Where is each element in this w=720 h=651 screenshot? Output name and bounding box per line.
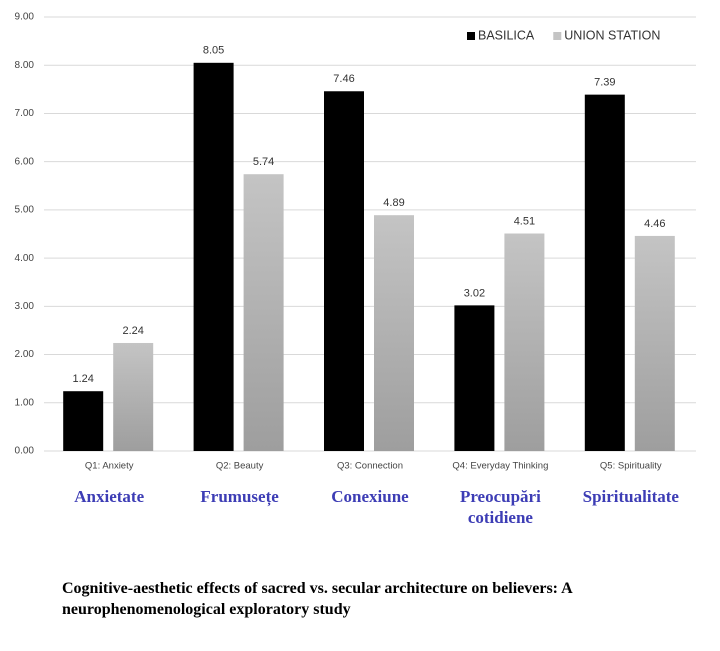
- chart: 0.00 1.00 2.00 3.00 4.00 5.00 6.00 7.00 8.00 9.00…: [15, 12, 696, 472]
- y-tick-label: 0.00: [15, 446, 35, 457]
- data-label: 7.46: [333, 73, 354, 85]
- x-tick-label: Q3: Connection: [337, 461, 403, 472]
- data-label: 7.39: [594, 77, 615, 89]
- data-label: 3.02: [464, 287, 485, 299]
- x-tick-label: Q5: Spirituality: [600, 461, 662, 472]
- legend-label: UNION STATION: [564, 28, 660, 42]
- bar: [193, 62, 234, 452]
- caption: Cognitive-aesthetic effects of sacred vs…: [62, 580, 572, 618]
- category-translation: Conexiune: [331, 487, 409, 506]
- category-translation: Anxietate: [74, 487, 145, 506]
- y-tick-label: 8.00: [15, 60, 35, 71]
- bar: [634, 235, 675, 451]
- y-tick-label: 1.00: [15, 397, 35, 408]
- category-translation: Spiritualitate: [582, 487, 679, 506]
- bar: [504, 233, 545, 451]
- data-label: 8.05: [203, 45, 224, 57]
- legend-swatch: [553, 32, 562, 40]
- x-tick-label: Q2: Beauty: [216, 461, 264, 472]
- category-translation: Preocupări cotidiene: [459, 487, 541, 527]
- x-tick-label: Q1: Anxiety: [85, 461, 134, 472]
- data-label: 4.51: [514, 215, 535, 227]
- y-tick-label: 4.00: [15, 253, 35, 264]
- y-tick-label: 2.00: [15, 349, 35, 360]
- legend-label: BASILICA: [478, 28, 535, 42]
- bar: [374, 215, 414, 451]
- data-label: 4.89: [383, 197, 404, 209]
- x-tick-label: Q4: Everyday Thinking: [452, 461, 548, 472]
- y-tick-label: 6.00: [15, 156, 35, 167]
- data-label: 4.46: [644, 218, 665, 230]
- bar: [584, 94, 625, 451]
- legend-swatch: [467, 32, 475, 40]
- bar: [454, 305, 495, 451]
- y-tick-label: 7.00: [15, 108, 35, 119]
- bar: [243, 174, 284, 451]
- y-tick-label: 9.00: [15, 12, 35, 23]
- y-tick-label: 3.00: [15, 301, 35, 312]
- data-label: 2.24: [122, 325, 143, 337]
- data-label: 1.24: [72, 373, 93, 385]
- y-tick-label: 5.00: [15, 205, 35, 216]
- bar: [324, 91, 364, 452]
- bar: [113, 342, 154, 451]
- category-translation: Frumusețe: [200, 487, 279, 506]
- data-label: 5.74: [253, 156, 274, 168]
- bar: [63, 391, 104, 451]
